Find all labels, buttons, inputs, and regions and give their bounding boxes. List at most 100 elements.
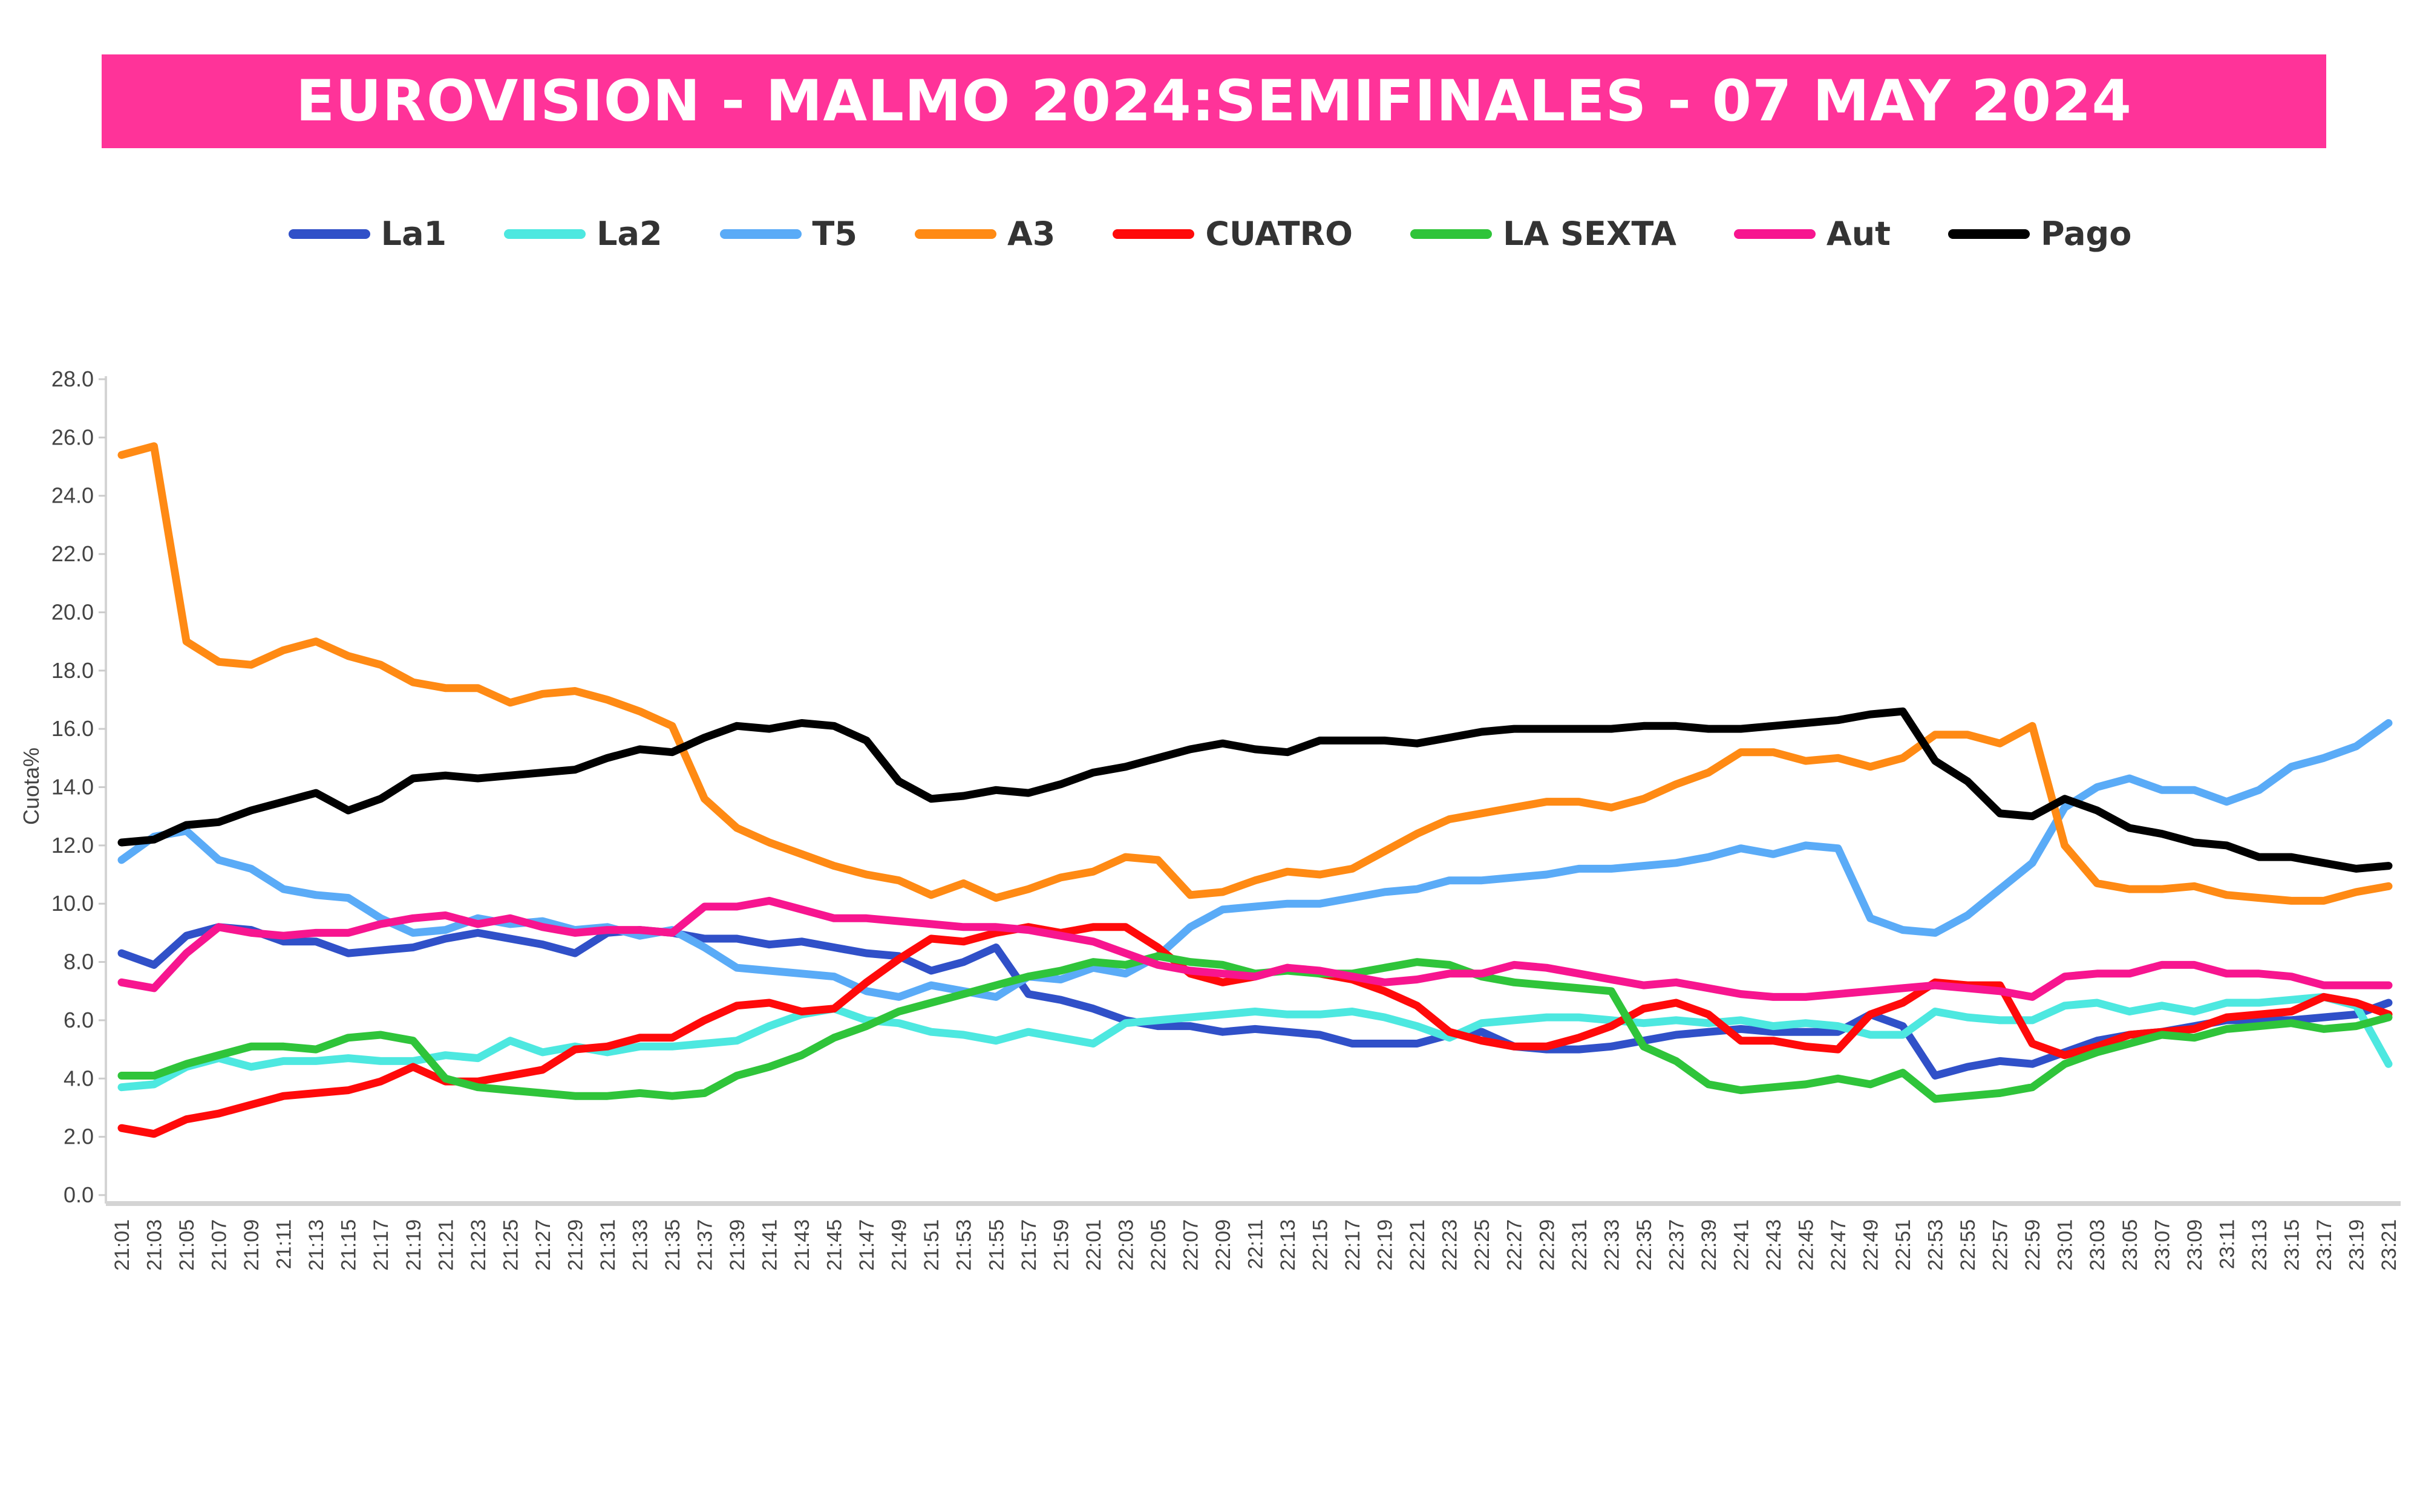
x-tick-label: 21:55: [985, 1219, 1008, 1271]
x-tick-label: 23:11: [2216, 1219, 2238, 1269]
x-tick-label: 21:19: [402, 1219, 425, 1271]
x-tick-label: 22:33: [1600, 1219, 1623, 1271]
legend-item: Pago: [1947, 215, 2132, 253]
x-tick-label: 23:07: [2151, 1219, 2174, 1271]
chart-title: EUROVISION - MALMO 2024:SEMIFINALES - 07…: [296, 68, 2132, 134]
legend-item: A3: [914, 215, 1056, 253]
legend-label: T5: [812, 215, 857, 253]
x-tick-label: 22:29: [1535, 1219, 1558, 1271]
legend-label: Pago: [2040, 215, 2132, 253]
legend-swatch: [1947, 229, 2030, 239]
x-tick-label: 22:41: [1730, 1219, 1753, 1271]
legend-swatch: [1733, 229, 1816, 239]
legend-swatch: [914, 229, 996, 239]
legend-item: CUATRO: [1113, 215, 1353, 253]
legend-label: La1: [381, 215, 447, 253]
x-tick-label: 23:15: [2280, 1219, 2303, 1271]
x-tick-label: 21:33: [629, 1219, 652, 1271]
y-tick-label: 26.0: [51, 425, 94, 449]
y-tick-label: 14.0: [51, 775, 94, 800]
x-tick-label: 21:51: [920, 1219, 943, 1271]
x-tick-label: 23:19: [2345, 1219, 2368, 1271]
series-line-t5: [117, 719, 2393, 1001]
y-tick-label: 20.0: [51, 599, 94, 624]
legend-swatch: [504, 229, 586, 239]
y-tick-label: 18.0: [51, 658, 94, 683]
legend-label: La2: [597, 215, 662, 253]
y-tick-label: 24.0: [51, 483, 94, 508]
legend-swatch: [1113, 229, 1195, 239]
legend-label: A3: [1007, 215, 1056, 253]
legend-label: LA SEXTA: [1503, 215, 1676, 253]
legend-item: LA SEXTA: [1410, 215, 1676, 253]
x-tick-label: 21:29: [564, 1219, 587, 1271]
x-tick-label: 21:05: [175, 1219, 198, 1271]
legend-swatch: [1410, 229, 1493, 239]
y-tick-label: 6.0: [64, 1008, 94, 1032]
series-line-a3: [117, 442, 2393, 905]
x-tick-label: 21:25: [499, 1219, 522, 1271]
x-tick-label: 21:09: [240, 1219, 263, 1271]
y-tick-label: 28.0: [51, 367, 94, 391]
legend-item: La2: [504, 215, 662, 253]
x-tick-label: 22:13: [1277, 1219, 1300, 1271]
series-lines: [117, 442, 2393, 1138]
x-tick-label: 21:21: [434, 1219, 457, 1271]
y-axis-label: Cuota%: [19, 748, 44, 825]
x-tick-label: 22:59: [2021, 1219, 2044, 1271]
x-tick-label: 21:07: [208, 1219, 231, 1271]
x-tick-label: 22:23: [1439, 1219, 1462, 1271]
x-tick-label: 21:39: [726, 1219, 749, 1271]
x-tick-label: 22:31: [1568, 1219, 1591, 1271]
x-tick-label: 21:11: [273, 1219, 296, 1269]
x-tick-label: 21:35: [661, 1219, 684, 1271]
x-tick-label: 22:27: [1503, 1219, 1526, 1271]
x-tick-label: 22:01: [1082, 1219, 1105, 1271]
legend-item: La1: [288, 215, 447, 253]
chart-title-banner: EUROVISION - MALMO 2024:SEMIFINALES - 07…: [102, 54, 2326, 148]
x-tick-label: 21:15: [338, 1219, 361, 1271]
y-tick-label: 10.0: [51, 891, 94, 916]
x-tick-label: 22:51: [1892, 1219, 1915, 1271]
series-line-la1: [117, 923, 2393, 1080]
legend-item: T5: [719, 215, 857, 253]
x-tick-label: 22:19: [1374, 1219, 1397, 1271]
x-tick-label: 23:09: [2183, 1219, 2206, 1271]
x-tick-label: 23:21: [2378, 1219, 2401, 1271]
y-tick-label: 4.0: [64, 1066, 94, 1090]
x-tick-label: 22:07: [1179, 1219, 1202, 1271]
x-tick-label: 22:57: [1989, 1219, 2012, 1271]
x-tick-label: 21:45: [823, 1219, 846, 1271]
series-line-la2: [117, 992, 2393, 1092]
x-tick-label: 21:13: [305, 1219, 328, 1271]
x-tick-label: 22:05: [1147, 1219, 1170, 1271]
x-tick-label: 22:37: [1665, 1219, 1688, 1271]
y-tick-label: 16.0: [51, 716, 94, 741]
x-tick-label: 22:55: [1957, 1219, 1980, 1271]
x-tick-label: 21:59: [1050, 1219, 1073, 1271]
x-tick-label: 22:09: [1212, 1219, 1235, 1271]
x-tick-label: 22:47: [1827, 1219, 1850, 1271]
x-tick-label: 22:53: [1925, 1219, 1947, 1271]
x-tick-label: 21:41: [759, 1219, 782, 1271]
x-tick-label: 21:03: [143, 1219, 166, 1271]
x-tick-label: 21:01: [111, 1219, 134, 1271]
x-tick-label: 23:13: [2248, 1219, 2271, 1271]
x-tick-label: 21:27: [532, 1219, 555, 1271]
x-tick-label: 21:23: [467, 1219, 490, 1271]
legend-swatch: [288, 229, 370, 239]
x-tick-label: 22:35: [1633, 1219, 1656, 1271]
y-tick-label: 12.0: [51, 833, 94, 858]
x-tick-label: 21:43: [791, 1219, 814, 1271]
x-tick-label: 22:45: [1794, 1219, 1817, 1271]
x-tick-label: 22:15: [1309, 1219, 1332, 1271]
x-tick-label: 21:57: [1018, 1219, 1041, 1271]
x-tick-label: 23:01: [2054, 1219, 2077, 1271]
x-tick-label: 21:47: [855, 1219, 878, 1271]
legend-item: Aut: [1733, 215, 1891, 253]
y-tick-label: 8.0: [64, 950, 94, 974]
x-tick-label: 21:37: [694, 1219, 717, 1271]
x-tick-label: 22:49: [1860, 1219, 1883, 1271]
chart-legend: La1 La2 T5 A3 CUATRO LA SEXTA Aut Pago: [0, 215, 2420, 253]
y-tick-label: 22.0: [51, 541, 94, 566]
